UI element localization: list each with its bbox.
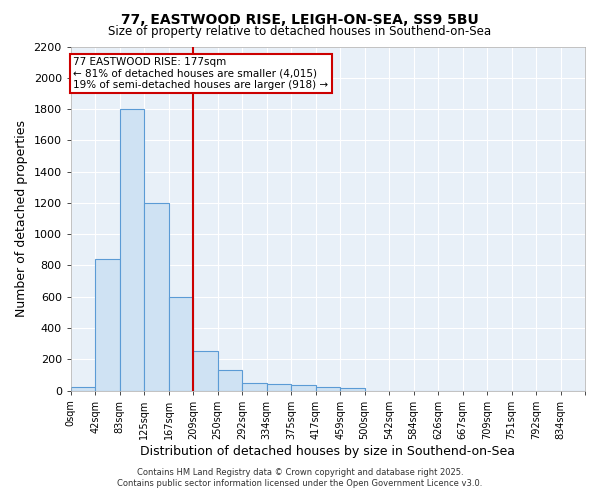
Text: 77 EASTWOOD RISE: 177sqm
← 81% of detached houses are smaller (4,015)
19% of sem: 77 EASTWOOD RISE: 177sqm ← 81% of detach… xyxy=(73,57,329,90)
Text: Size of property relative to detached houses in Southend-on-Sea: Size of property relative to detached ho… xyxy=(109,25,491,38)
Bar xyxy=(193,350,218,391)
Bar xyxy=(291,385,316,390)
Bar xyxy=(169,296,193,390)
Bar xyxy=(267,384,291,390)
Bar xyxy=(340,388,365,390)
X-axis label: Distribution of detached houses by size in Southend-on-Sea: Distribution of detached houses by size … xyxy=(140,444,515,458)
Bar xyxy=(120,109,144,390)
Bar xyxy=(71,386,95,390)
Bar xyxy=(218,370,242,390)
Text: 77, EASTWOOD RISE, LEIGH-ON-SEA, SS9 5BU: 77, EASTWOOD RISE, LEIGH-ON-SEA, SS9 5BU xyxy=(121,12,479,26)
Bar xyxy=(242,382,267,390)
Bar xyxy=(95,259,120,390)
Bar xyxy=(144,203,169,390)
Y-axis label: Number of detached properties: Number of detached properties xyxy=(15,120,28,317)
Bar xyxy=(316,386,340,390)
Text: Contains HM Land Registry data © Crown copyright and database right 2025.
Contai: Contains HM Land Registry data © Crown c… xyxy=(118,468,482,487)
